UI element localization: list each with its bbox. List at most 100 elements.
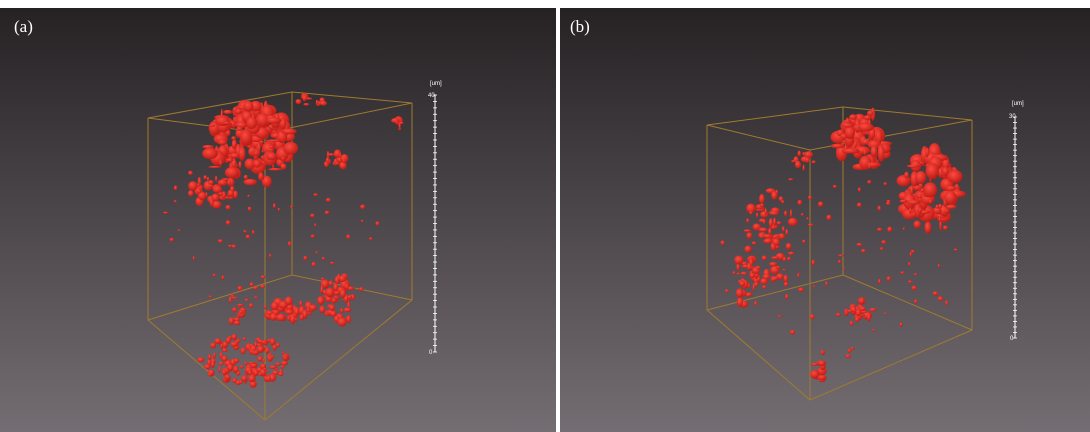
particle bbox=[855, 317, 859, 322]
particle bbox=[804, 151, 813, 158]
particle bbox=[925, 147, 928, 157]
particle bbox=[907, 200, 920, 205]
particle bbox=[777, 221, 781, 224]
particle bbox=[779, 233, 785, 239]
particle bbox=[808, 224, 814, 226]
particle bbox=[227, 190, 234, 197]
particle bbox=[284, 355, 287, 361]
particle bbox=[878, 144, 885, 162]
particle bbox=[226, 220, 230, 225]
particle bbox=[858, 123, 874, 132]
particle bbox=[812, 160, 816, 163]
particle bbox=[330, 311, 337, 317]
particle bbox=[841, 123, 854, 127]
scale-unit: [um] bbox=[1012, 101, 1024, 107]
particle bbox=[208, 180, 213, 184]
particle bbox=[229, 317, 234, 324]
particle bbox=[900, 322, 903, 326]
particle bbox=[864, 115, 872, 120]
particle bbox=[302, 94, 306, 101]
particle bbox=[197, 357, 204, 362]
particle bbox=[768, 228, 771, 235]
particle bbox=[776, 266, 780, 268]
particle bbox=[782, 226, 785, 232]
particle bbox=[343, 308, 351, 312]
particle bbox=[210, 197, 213, 207]
particle bbox=[818, 201, 823, 207]
particle bbox=[908, 262, 910, 266]
particle bbox=[266, 152, 277, 160]
particle bbox=[786, 243, 792, 250]
particle bbox=[211, 361, 215, 368]
particle bbox=[787, 257, 790, 261]
particle bbox=[769, 211, 779, 215]
particle bbox=[945, 301, 948, 306]
particle bbox=[219, 160, 222, 166]
particle bbox=[290, 314, 295, 324]
particle bbox=[821, 350, 824, 355]
particle bbox=[346, 235, 350, 240]
particle bbox=[269, 254, 271, 258]
particle bbox=[861, 311, 867, 313]
particle bbox=[253, 160, 261, 168]
particle bbox=[340, 289, 346, 298]
particle bbox=[813, 285, 815, 287]
particle bbox=[258, 373, 262, 376]
particle bbox=[733, 271, 736, 274]
particle bbox=[309, 305, 317, 311]
particle bbox=[253, 346, 255, 352]
particle bbox=[163, 212, 168, 214]
particle bbox=[910, 185, 913, 196]
particle bbox=[254, 296, 258, 298]
particle bbox=[215, 176, 217, 182]
particle bbox=[854, 140, 857, 147]
particle bbox=[325, 211, 330, 215]
particle bbox=[243, 230, 246, 232]
particle bbox=[831, 144, 845, 148]
particle bbox=[328, 281, 333, 286]
particle bbox=[921, 188, 925, 192]
particle bbox=[250, 282, 254, 286]
particle bbox=[222, 369, 225, 376]
particle bbox=[252, 150, 255, 152]
particle bbox=[946, 186, 957, 191]
particle bbox=[174, 185, 178, 190]
particle bbox=[360, 204, 365, 209]
particle bbox=[762, 285, 766, 288]
particle bbox=[268, 168, 283, 171]
particle bbox=[760, 211, 768, 218]
particle bbox=[258, 172, 263, 180]
particle bbox=[270, 146, 273, 149]
particle bbox=[754, 282, 758, 287]
particle bbox=[348, 315, 351, 323]
particle bbox=[278, 208, 280, 211]
particle bbox=[212, 201, 221, 209]
particle bbox=[734, 256, 743, 265]
particle bbox=[785, 294, 788, 300]
particle bbox=[737, 273, 741, 275]
particle bbox=[797, 273, 799, 278]
particle bbox=[345, 283, 348, 290]
particle bbox=[234, 366, 239, 373]
particle bbox=[282, 157, 285, 161]
particle bbox=[270, 355, 275, 358]
particle bbox=[283, 142, 298, 155]
particle bbox=[880, 247, 883, 250]
particle bbox=[281, 163, 287, 169]
particle bbox=[269, 149, 274, 151]
particle bbox=[911, 250, 915, 253]
particle bbox=[321, 278, 325, 280]
particle bbox=[248, 207, 251, 211]
particle bbox=[313, 193, 318, 196]
particle bbox=[840, 133, 847, 139]
particle bbox=[739, 281, 745, 286]
particle bbox=[238, 286, 243, 291]
particle bbox=[209, 295, 212, 297]
particle bbox=[218, 239, 223, 243]
particle bbox=[334, 295, 338, 297]
particle bbox=[234, 358, 240, 362]
particle bbox=[773, 238, 780, 245]
particle bbox=[376, 221, 380, 225]
particle bbox=[396, 121, 398, 123]
particle bbox=[737, 297, 743, 307]
